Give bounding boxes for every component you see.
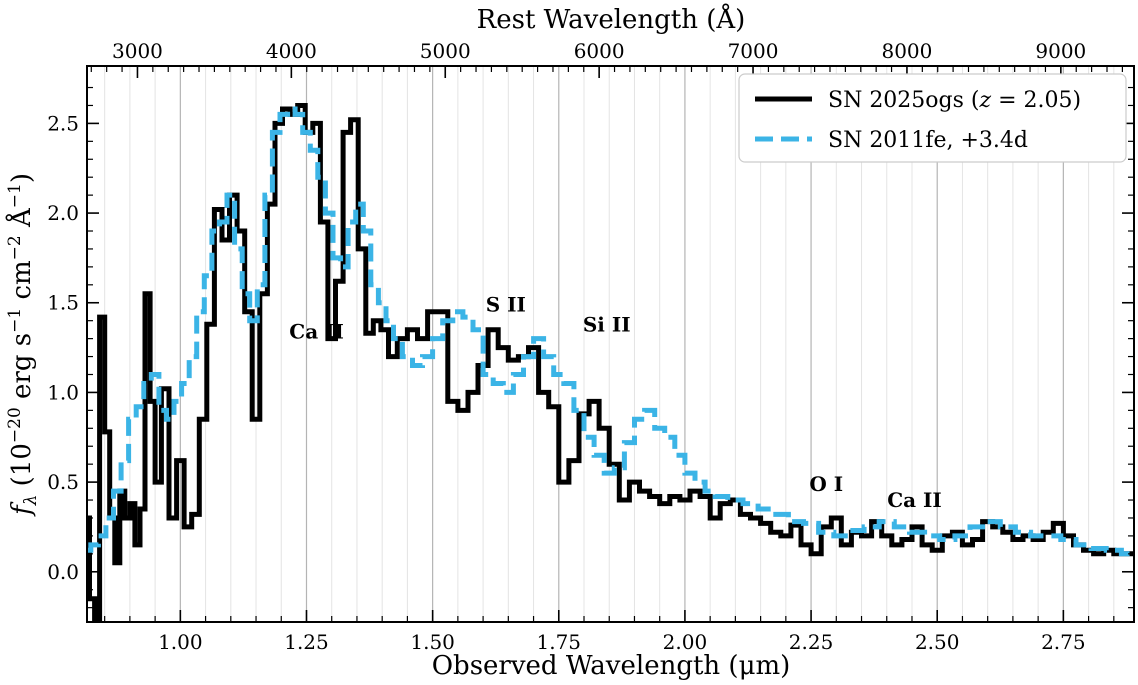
line-annotation: Ca II — [289, 320, 344, 344]
legend-label-sn2011fe: SN 2011fe, +3.4d — [828, 128, 1028, 153]
y-tick-label: 0.0 — [47, 560, 79, 584]
x-tick-label: 1.75 — [537, 630, 582, 654]
line-annotation: Ca II — [887, 488, 942, 512]
annotations: Ca II S II Si II O I Ca II — [289, 293, 941, 512]
y-tick-label: 0.5 — [47, 470, 79, 494]
x-tick-label: 2.25 — [789, 630, 834, 654]
top-tick-label: 7000 — [728, 39, 779, 63]
x-tick-label: 2.75 — [1041, 630, 1086, 654]
y-tick-label: 1.5 — [47, 291, 79, 315]
legend-box — [738, 73, 1127, 163]
series-sn2011fe-line — [87, 106, 1134, 557]
x-tick-label: 2.50 — [915, 630, 960, 654]
line-annotation: Si II — [583, 312, 631, 336]
x-tick-label: 1.50 — [410, 630, 455, 654]
x-tick-label: 1.25 — [284, 630, 329, 654]
series-sn2025ogs-line — [87, 103, 1134, 622]
top-tick-label: 4000 — [266, 39, 317, 63]
top-tick-label: 6000 — [574, 39, 625, 63]
legend-label-sn2025ogs: SN 2025ogs (z = 2.05) — [828, 88, 1081, 113]
series-group — [87, 103, 1134, 622]
top-axis-title: Rest Wavelength (Å) — [477, 3, 746, 35]
top-tick-label: 5000 — [420, 39, 471, 63]
y-tick-label: 2.5 — [47, 111, 79, 135]
top-tick-label: 9000 — [1035, 39, 1086, 63]
top-tick-label: 8000 — [881, 39, 932, 63]
line-annotation: O I — [809, 472, 843, 496]
top-tick-label: 3000 — [112, 39, 163, 63]
line-annotation: S II — [486, 293, 526, 317]
plot-frame — [86, 65, 1135, 623]
y-tick-label: 2.0 — [47, 201, 79, 225]
y-axis-title: fλ (10−20 erg s−1 cm−2 Å−1) — [5, 173, 41, 517]
x-tick-label: 1.00 — [158, 630, 203, 654]
x-tick-label: 2.00 — [663, 630, 708, 654]
tick-labels: 1.00 1.25 1.50 1.75 2.00 2.25 2.50 2.75 3000 4000… — [47, 39, 1086, 654]
y-tick-label: 1.0 — [47, 380, 79, 404]
x-axis-title: Observed Wavelength (μm) — [432, 651, 791, 681]
legend: SN 2025ogs (z = 2.05) SN 2011fe, +3.4d — [738, 73, 1127, 163]
